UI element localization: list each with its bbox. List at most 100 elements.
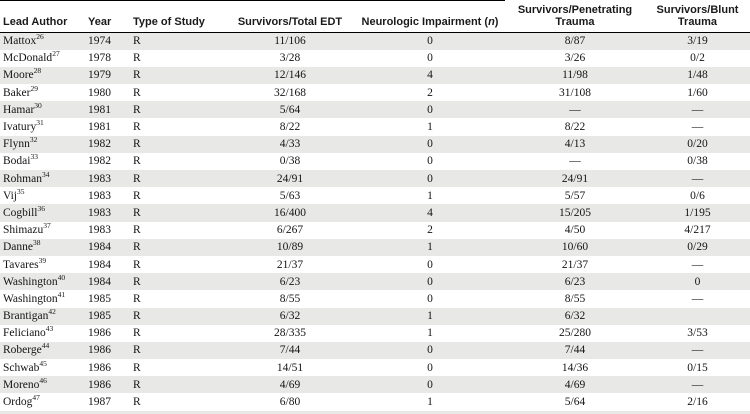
year-cell: 1980 <box>88 86 111 99</box>
survivors-penetrating-cell: 6/32 <box>564 310 586 323</box>
survivors-total-edt-cell: 12/146 <box>274 69 306 82</box>
survivors-penetrating-cell: 10/60 <box>561 241 589 254</box>
survivors-penetrating-cell: 8/87 <box>564 35 586 48</box>
survivors-total-edt-cell: 14/51 <box>276 361 304 374</box>
survivors-penetrating-cell: 7/44 <box>564 344 586 357</box>
type-of-study-cell: R <box>133 35 141 48</box>
survivors-blunt-cell: 3/53 <box>687 327 708 340</box>
survivors-penetrating-cell: 6/23 <box>564 275 586 288</box>
reference-superscript: 45 <box>39 358 47 368</box>
type-of-study-cell: R <box>133 52 141 65</box>
neurologic-impairment-cell: 0 <box>427 361 433 374</box>
year-cell: 1984 <box>88 258 111 271</box>
reference-superscript: 39 <box>38 255 47 265</box>
header-row: Lead Author Year Type of Study Survivors… <box>0 0 750 33</box>
neurologic-impairment-cell: 1 <box>427 327 433 340</box>
survivors-blunt-cell: — <box>691 258 704 271</box>
year-cell: 1979 <box>88 69 111 82</box>
type-of-study-cell: R <box>133 189 141 202</box>
reference-superscript: 30 <box>34 101 42 111</box>
survivors-penetrating-cell: 3/26 <box>564 52 586 65</box>
type-of-study-cell: R <box>133 292 141 305</box>
table-row: Schwab45 1986 R 14/51 0 14/36 0/15 <box>0 359 750 376</box>
neurologic-impairment-cell: 1 <box>427 310 433 323</box>
reference-superscript: 44 <box>41 341 50 351</box>
table-row: Moore28 1979 R 12/146 4 11/98 1/48 <box>0 66 750 85</box>
survivors-total-edt-cell: 3/28 <box>279 52 301 65</box>
table-row: Cogbill36 1983 R 16/400 4 15/205 1/195 <box>0 204 750 222</box>
lead-author-cell: Brantigan42 <box>0 308 85 325</box>
neurologic-impairment-cell: 0 <box>427 138 433 151</box>
survivors-total-edt-cell: 0/38 <box>279 155 301 168</box>
survivors-total-edt-cell: 11/106 <box>274 35 306 48</box>
lead-author-cell: Danne38 <box>0 239 85 256</box>
neurologic-impairment-cell: 0 <box>427 103 433 116</box>
table-row: Rohman34 1983 R 24/91 0 24/91— <box>0 170 750 188</box>
survivors-total-edt-cell: 5/64 <box>279 103 301 116</box>
type-of-study-cell: R <box>133 224 141 237</box>
penetrating-header-line1: Survivors/Penetrating <box>517 3 633 16</box>
neurologic-impairment-cell: 0 <box>427 52 433 65</box>
reference-superscript: 43 <box>45 324 54 334</box>
lead-author-cell: Rohman34 <box>0 170 85 187</box>
survivors-blunt-cell: 2/16 <box>687 396 708 409</box>
author-name: Flynn <box>3 138 30 151</box>
author-name: Ordog <box>3 396 33 409</box>
author-name: Vij <box>3 189 18 202</box>
survivors-penetrating-cell: 14/36 <box>561 361 589 374</box>
author-name: Mattox <box>3 35 37 48</box>
survivors-blunt-cell: 0/38 <box>687 155 708 168</box>
survivors-total-edt-cell: 21/37 <box>276 258 304 271</box>
penetrating-header-line2: Trauma <box>555 15 595 28</box>
author-name: McDonald <box>3 52 53 65</box>
author-name: Tavares <box>3 258 39 271</box>
type-of-study-cell: R <box>133 206 141 219</box>
blunt-header-line2: Trauma <box>677 15 718 28</box>
survivors-blunt-cell: 0/15 <box>687 361 708 374</box>
survivors-total-edt-cell: 6/80 <box>279 396 301 409</box>
table-row: Moreno46 1986 R 4/69 0 4/69— <box>0 376 750 394</box>
survivors-total-edt-cell: 4/33 <box>279 138 301 151</box>
lead-author-cell: Baker29 <box>0 84 85 101</box>
table-row: Brantigan42 1985 R 6/32 1 6/32 <box>0 307 750 325</box>
col-header-survivors-blunt-trauma: Survivors/Blunt Trauma <box>645 0 750 33</box>
author-name: Schwab <box>3 361 40 374</box>
survivors-penetrating-cell: 4/69 <box>564 378 586 391</box>
table-row: Mattox26 1974 R 11/106 0 8/87 3/19 <box>0 32 750 50</box>
lead-author-cell: Vij35 <box>0 187 85 204</box>
author-name: Washington <box>3 275 58 288</box>
survivors-blunt-cell: 4/217 <box>684 224 711 237</box>
lead-author-cell: Ordog47 <box>0 393 85 410</box>
survivors-penetrating-cell: — <box>569 103 581 116</box>
reference-superscript: 41 <box>57 290 66 300</box>
neurologic-impairment-n: n <box>488 15 495 28</box>
type-of-study-cell: R <box>133 172 141 185</box>
neurologic-impairment-cell: 2 <box>427 86 433 99</box>
author-name: Moreno <box>3 378 40 391</box>
survivors-penetrating-cell: 11/98 <box>562 69 588 82</box>
survivors-total-edt-cell: 28/335 <box>274 327 306 340</box>
lead-author-cell: Tavares39 <box>0 256 85 273</box>
author-name: Cogbill <box>3 206 38 219</box>
survivors-total-edt-cell: 16/400 <box>274 206 306 219</box>
neurologic-impairment-close: ) <box>494 15 499 28</box>
survivors-total-edt-cell: 4/69 <box>279 378 301 391</box>
year-cell: 1982 <box>88 138 111 151</box>
author-name: Brantigan <box>3 310 49 323</box>
table-row: McDonald27 1978 R 3/28 0 3/26 0/2 <box>0 50 750 67</box>
survivors-penetrating-cell: 21/37 <box>561 258 589 271</box>
type-of-study-cell: R <box>133 138 141 151</box>
neurologic-impairment-cell: 0 <box>427 155 433 168</box>
survivors-penetrating-cell: 8/55 <box>564 292 586 305</box>
author-name: Ivatury <box>3 121 37 134</box>
table-row: Washington41 1985 R 8/55 0 8/55— <box>0 290 750 307</box>
table-row: Washington40 1984 R 6/23 0 6/23 0 <box>0 272 750 291</box>
survivors-blunt-cell: — <box>691 121 704 134</box>
year-cell: 1986 <box>88 361 111 374</box>
neurologic-impairment-cell: 0 <box>427 275 433 288</box>
reference-superscript: 47 <box>32 393 40 403</box>
year-cell: 1982 <box>88 155 111 168</box>
reference-superscript: 40 <box>57 272 66 282</box>
